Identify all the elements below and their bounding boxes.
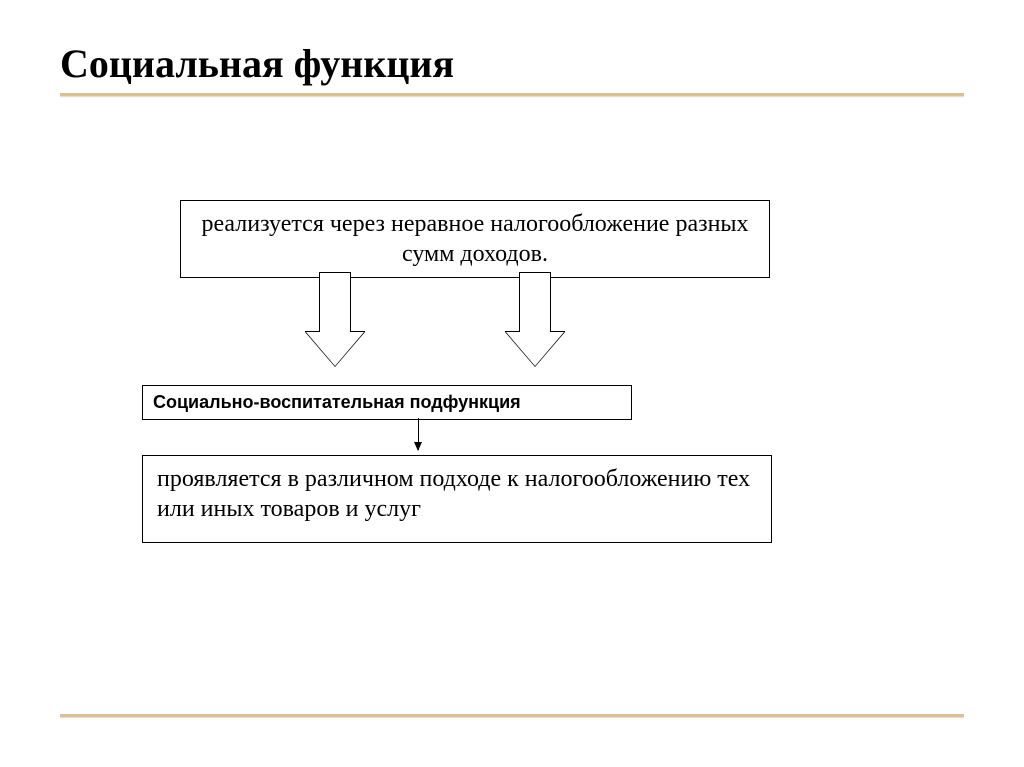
- block-arrow-icon: [505, 272, 565, 367]
- title-underline: [60, 93, 964, 96]
- thin-arrow-icon: [418, 418, 419, 450]
- box-description: проявляется в различном подходе к налого…: [142, 455, 772, 543]
- box-main-function: реализуется через неравное налогообложен…: [180, 200, 770, 278]
- box-subfunction: Социально-воспитательная подфункция: [142, 385, 632, 420]
- bottom-underline: [60, 714, 964, 717]
- block-arrow-icon: [305, 272, 365, 367]
- slide: Социальная функция реализуется через нер…: [0, 0, 1024, 767]
- slide-title: Социальная функция: [60, 40, 964, 87]
